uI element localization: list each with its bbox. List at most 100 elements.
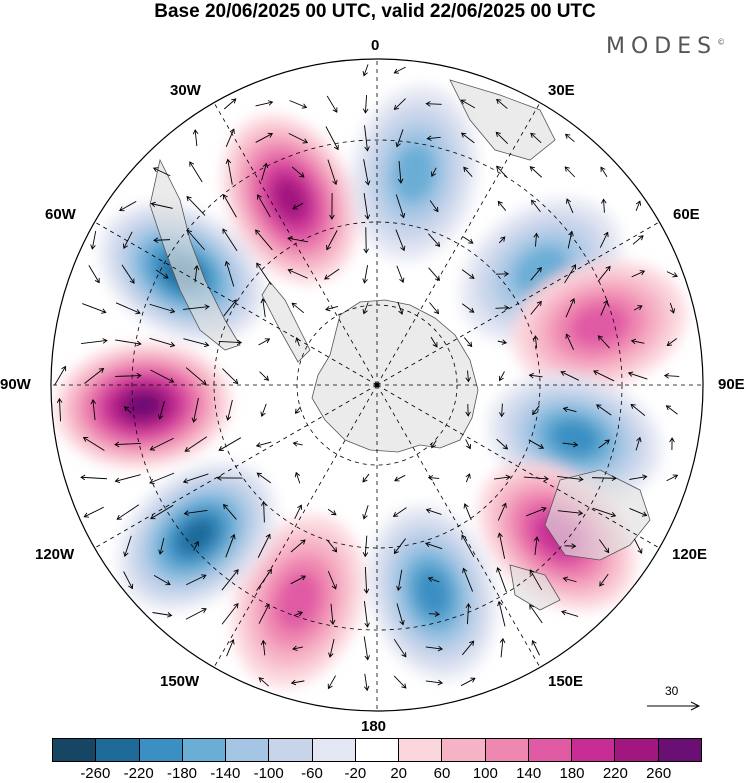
wind-arrow bbox=[158, 537, 165, 555]
colorbar-swatch bbox=[615, 739, 659, 761]
wind-arrow bbox=[665, 405, 678, 415]
wind-arrow bbox=[523, 475, 549, 482]
wind-arrow bbox=[123, 571, 134, 590]
wind-arrow bbox=[82, 303, 107, 314]
wind-arrow bbox=[395, 229, 406, 252]
wind-arrow bbox=[289, 100, 308, 109]
wind-arrow bbox=[192, 129, 199, 147]
wind-arrow bbox=[562, 576, 577, 583]
colorbar-tick-label: 60 bbox=[433, 765, 451, 782]
colorbar-tick-label: 180 bbox=[559, 765, 585, 782]
wind-arrow bbox=[326, 95, 338, 113]
wind-arrow bbox=[532, 405, 540, 416]
wind-arrow bbox=[497, 532, 506, 559]
anomaly-contour bbox=[392, 142, 437, 204]
meridian-line bbox=[376, 384, 660, 549]
wind-arrow bbox=[363, 566, 370, 594]
colorbar-swatch bbox=[442, 739, 486, 761]
wind-arrow bbox=[225, 128, 235, 147]
wind-arrow bbox=[463, 166, 473, 178]
wind-arrow bbox=[290, 539, 306, 553]
wind-arrow bbox=[149, 303, 176, 314]
wind-arrow bbox=[599, 573, 609, 587]
wind-arrow bbox=[288, 132, 309, 144]
brand-text: MODES bbox=[606, 34, 718, 59]
wind-arrow bbox=[88, 265, 100, 284]
meridian-line bbox=[376, 384, 541, 668]
wind-arrow bbox=[528, 439, 545, 449]
wind-arrow bbox=[326, 230, 338, 251]
wind-arrow bbox=[293, 611, 303, 617]
wind-arrow bbox=[287, 268, 308, 279]
wind-arrow bbox=[530, 132, 542, 144]
colorbar-tick-label: -260 bbox=[80, 765, 111, 782]
wind-arrow bbox=[364, 125, 370, 152]
wind-arrow bbox=[565, 298, 576, 318]
wind-arrow bbox=[157, 400, 165, 420]
wind-arrow bbox=[260, 500, 267, 523]
wind-arrow bbox=[115, 302, 141, 315]
modes-logo: MODES© bbox=[606, 34, 725, 59]
wind-arrow bbox=[635, 200, 642, 212]
wind-arrow bbox=[258, 677, 270, 687]
wind-arrow bbox=[496, 566, 507, 593]
wind-arrow bbox=[292, 202, 304, 210]
wind-arrow bbox=[54, 365, 67, 386]
colorbar-tick-label: -180 bbox=[166, 765, 198, 782]
wind-arrow bbox=[150, 504, 174, 520]
lon-label-60e: 60E bbox=[673, 206, 700, 223]
wind-arrow bbox=[218, 339, 243, 346]
wind-arrow bbox=[259, 371, 270, 381]
wind-arrow bbox=[153, 575, 171, 586]
wind-arrow bbox=[397, 301, 404, 315]
wind-arrow bbox=[635, 436, 642, 451]
wind-arrow bbox=[56, 397, 63, 422]
wind-arrow bbox=[663, 373, 680, 379]
wind-arrow bbox=[462, 640, 475, 656]
wind-arrow bbox=[497, 600, 506, 627]
wind-arrow bbox=[462, 567, 474, 592]
wind-arrow bbox=[149, 472, 175, 485]
wind-arrow bbox=[216, 475, 243, 481]
wind-arrow bbox=[561, 609, 579, 617]
wind-arrow bbox=[562, 406, 577, 413]
wind-arrow bbox=[669, 437, 675, 450]
wind-arrow bbox=[189, 161, 203, 183]
wind-arrow bbox=[193, 540, 199, 551]
wind-arrow bbox=[225, 158, 233, 185]
wind-arrow bbox=[463, 503, 472, 521]
wind-arrow bbox=[260, 403, 267, 417]
wind-arrow bbox=[465, 370, 471, 383]
wind-arrow bbox=[149, 337, 176, 348]
wind-arrow bbox=[256, 472, 272, 484]
wind-arrow bbox=[666, 474, 679, 482]
wind-arrow bbox=[223, 98, 237, 110]
wind-arrow bbox=[119, 201, 137, 212]
wind-arrow bbox=[600, 166, 608, 178]
wind-arrow bbox=[363, 193, 371, 220]
wind-arrow bbox=[431, 167, 437, 177]
wind-arrow bbox=[562, 441, 579, 448]
wind-arrow bbox=[465, 603, 472, 625]
lon-label-150w: 150W bbox=[160, 673, 200, 690]
colorbar-tick-label: 140 bbox=[516, 765, 542, 782]
wind-arrow bbox=[425, 679, 443, 686]
wind-arrow bbox=[294, 406, 301, 414]
wind-arrow bbox=[121, 264, 135, 284]
wind-arrow bbox=[499, 403, 505, 418]
wind-arrow bbox=[327, 508, 337, 516]
colorbar-swatch bbox=[355, 739, 400, 761]
wind-arrow bbox=[295, 337, 301, 347]
lon-label-180: 180 bbox=[361, 718, 387, 735]
wind-arrow bbox=[324, 268, 340, 280]
wind-arrow bbox=[499, 637, 506, 658]
colorbar-swatch bbox=[485, 739, 529, 761]
lon-label-120e: 120E bbox=[672, 546, 708, 563]
colorbar-tick-label: -100 bbox=[253, 765, 284, 782]
colorbar-swatch bbox=[53, 739, 97, 761]
wind-arrow bbox=[325, 126, 339, 151]
wind-arrow bbox=[531, 639, 540, 656]
colorbar-swatch bbox=[658, 739, 701, 761]
wind-arrow bbox=[294, 504, 303, 520]
wind-arrow bbox=[258, 338, 271, 346]
